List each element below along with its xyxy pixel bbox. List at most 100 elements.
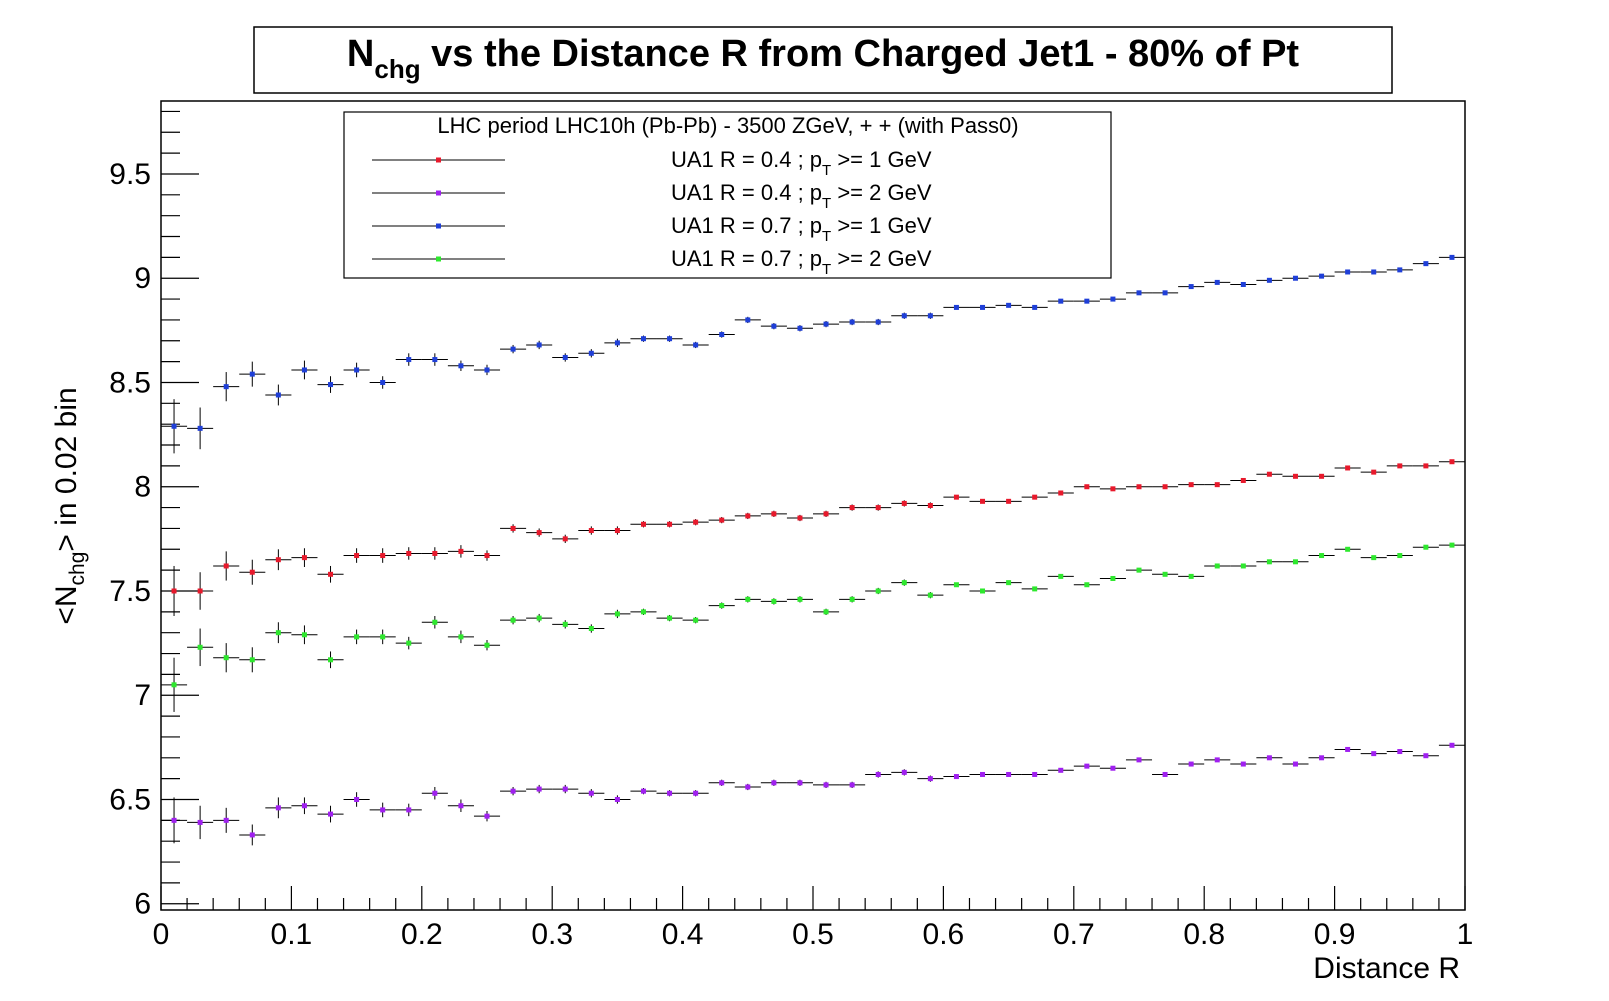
point-marker bbox=[406, 640, 412, 646]
point-marker bbox=[171, 588, 177, 594]
legend-label-text: >= 1 GeV bbox=[831, 213, 932, 238]
point-marker bbox=[562, 621, 568, 627]
point-marker bbox=[1292, 473, 1298, 479]
chart-title-subscript: chg bbox=[374, 54, 420, 84]
data-point bbox=[760, 779, 787, 786]
point-marker bbox=[640, 609, 646, 615]
point-marker bbox=[875, 505, 881, 511]
point-marker bbox=[771, 511, 777, 517]
data-point bbox=[161, 797, 188, 844]
data-point bbox=[891, 769, 918, 776]
data-point bbox=[395, 803, 422, 817]
point-marker bbox=[980, 304, 986, 310]
data-point bbox=[317, 565, 344, 583]
data-point bbox=[1438, 742, 1465, 748]
data-point bbox=[630, 788, 657, 795]
data-point bbox=[708, 602, 735, 609]
point-marker bbox=[484, 553, 490, 559]
data-point bbox=[552, 353, 579, 362]
point-marker bbox=[275, 392, 281, 398]
point-marker bbox=[849, 319, 855, 325]
legend-entry: UA1 R = 0.7 ; pT >= 2 GeV bbox=[372, 246, 932, 278]
data-point bbox=[813, 510, 840, 517]
point-marker bbox=[719, 517, 725, 523]
legend-marker bbox=[436, 256, 441, 262]
point-marker bbox=[849, 782, 855, 788]
point-marker bbox=[1214, 482, 1220, 488]
point-marker bbox=[875, 771, 881, 777]
legend-label-text: UA1 R = 0.7 ; p bbox=[671, 213, 822, 238]
point-marker bbox=[354, 367, 360, 373]
point-marker bbox=[1345, 465, 1351, 471]
point-marker bbox=[275, 557, 281, 563]
point-marker bbox=[823, 321, 829, 327]
point-marker bbox=[1214, 279, 1220, 285]
point-marker bbox=[197, 588, 203, 594]
point-marker bbox=[171, 682, 177, 688]
data-point bbox=[1334, 465, 1361, 471]
point-marker bbox=[901, 500, 907, 506]
data-point bbox=[239, 824, 266, 846]
point-marker bbox=[927, 313, 933, 319]
point-marker bbox=[797, 325, 803, 331]
point-marker bbox=[1397, 553, 1403, 559]
data-point bbox=[656, 335, 683, 342]
point-marker bbox=[797, 596, 803, 602]
data-point bbox=[630, 608, 657, 615]
data-point bbox=[317, 805, 344, 823]
data-point bbox=[1152, 290, 1179, 296]
legend-label-text: >= 1 GeV bbox=[831, 147, 932, 172]
data-point bbox=[865, 318, 892, 326]
legend-label-text: >= 2 GeV bbox=[831, 180, 932, 205]
data-point bbox=[1386, 267, 1413, 273]
point-marker bbox=[1292, 275, 1298, 281]
data-point bbox=[1282, 761, 1309, 767]
x-axis: 0 0.1 0.2 0.3 0.4 0.5 0.6 0.7 0.8 0.9 1 bbox=[153, 886, 1473, 951]
point-marker bbox=[536, 342, 542, 348]
data-point bbox=[343, 362, 370, 378]
legend-box bbox=[343, 111, 1112, 279]
series-4 bbox=[161, 542, 1465, 712]
point-marker bbox=[223, 655, 229, 661]
y-tick-label: 7.5 bbox=[109, 575, 151, 608]
data-point bbox=[891, 579, 918, 586]
point-marker bbox=[771, 780, 777, 786]
legend-header: LHC period LHC10h (Pb-Pb) - 3500 ZGeV, +… bbox=[437, 113, 1018, 138]
data-point bbox=[630, 335, 657, 342]
x-tick-label: 0.1 bbox=[271, 918, 313, 951]
data-point bbox=[1334, 269, 1361, 275]
point-marker bbox=[1032, 304, 1038, 310]
point-marker bbox=[1449, 542, 1455, 548]
series-1 bbox=[161, 459, 1465, 617]
data-point bbox=[1256, 471, 1283, 477]
point-marker bbox=[1371, 269, 1377, 275]
point-marker bbox=[197, 819, 203, 825]
data-point bbox=[734, 596, 761, 603]
point-marker bbox=[1240, 281, 1246, 287]
data-point bbox=[1073, 582, 1100, 588]
point-marker bbox=[1397, 749, 1403, 755]
point-marker bbox=[484, 367, 490, 373]
data-point bbox=[708, 516, 735, 524]
point-marker bbox=[745, 784, 751, 790]
y-axis-label-subscript: chg bbox=[66, 552, 89, 586]
data-point bbox=[604, 795, 631, 804]
legend-entry: UA1 R = 0.4 ; pT >= 2 GeV bbox=[372, 180, 932, 212]
point-marker bbox=[275, 630, 281, 636]
point-marker bbox=[432, 619, 438, 625]
data-point bbox=[760, 510, 787, 517]
point-marker bbox=[1136, 290, 1142, 296]
data-point bbox=[473, 550, 501, 561]
data-point bbox=[813, 608, 840, 615]
point-marker bbox=[719, 332, 725, 338]
point-marker bbox=[249, 569, 255, 575]
data-point bbox=[995, 302, 1022, 308]
x-tick-label: 0.2 bbox=[401, 918, 443, 951]
x-tick-label: 0.5 bbox=[792, 918, 834, 951]
point-marker bbox=[771, 598, 777, 604]
point-marker bbox=[1266, 559, 1272, 565]
point-marker bbox=[588, 350, 594, 356]
point-marker bbox=[927, 592, 933, 598]
data-point bbox=[1412, 753, 1439, 759]
